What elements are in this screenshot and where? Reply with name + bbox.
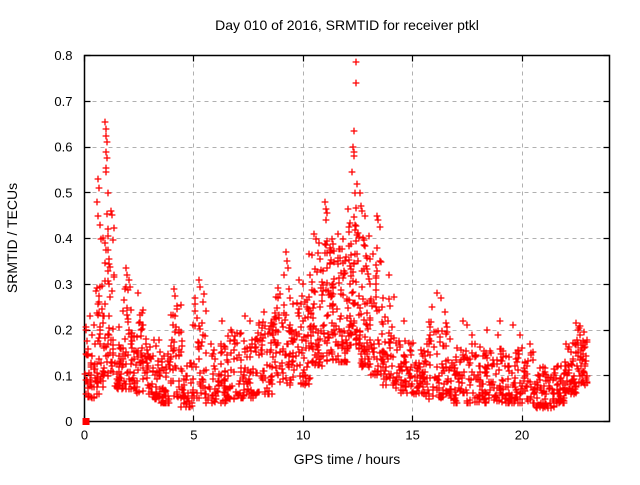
y-tick-label: 0.3 xyxy=(54,277,72,292)
y-tick-label: 0.2 xyxy=(54,323,72,338)
y-tick-label: 0.4 xyxy=(54,231,72,246)
x-axis-label: GPS time / hours xyxy=(294,451,401,467)
x-tick-label: 5 xyxy=(190,428,197,443)
y-tick-label: 0.6 xyxy=(54,140,72,155)
y-tick-label: 0.7 xyxy=(54,94,72,109)
y-tick-label: 0 xyxy=(65,414,72,429)
origin-square-marker xyxy=(82,418,90,425)
x-tick-label: 20 xyxy=(515,428,529,443)
axes-and-ticks xyxy=(83,54,611,423)
y-tick-label: 0.8 xyxy=(54,48,72,63)
x-tick-label: 15 xyxy=(405,428,419,443)
y-axis-label: SRMTID / TECUs xyxy=(4,183,20,293)
y-tick-label: 0.1 xyxy=(54,368,72,383)
x-tick-label: 0 xyxy=(81,428,88,443)
tick-labels: 0 5 10 15 20 0 0.1 0.2 0.3 0.4 0.5 0.6 0.7 0.8 xyxy=(54,48,529,443)
y-tick-label: 0.5 xyxy=(54,185,72,200)
x-tick-label: 10 xyxy=(296,428,310,443)
data-point-markers xyxy=(81,58,591,412)
scatter-points xyxy=(81,58,591,425)
chart-title: Day 010 of 2016, SRMTID for receiver ptk… xyxy=(215,17,479,33)
